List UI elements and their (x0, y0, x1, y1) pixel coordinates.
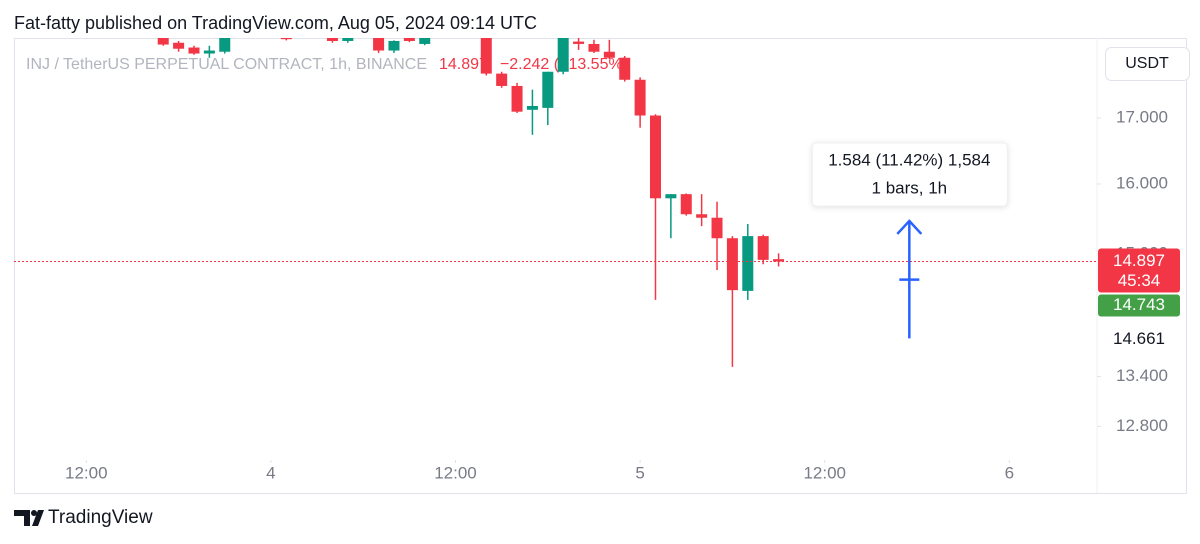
x-tick-label: 12:00 (65, 463, 108, 482)
measure-arrowhead (896, 219, 923, 235)
y-tick-label: 17.000 (1116, 108, 1168, 127)
x-tick-label: 4 (266, 463, 275, 482)
candle-body (173, 42, 185, 49)
y-tick-label: 12.800 (1116, 416, 1168, 435)
price-tag-label: 14.743 (1113, 295, 1165, 314)
candle-body (203, 50, 215, 54)
countdown: 45:34 (1118, 271, 1161, 290)
candle-body (726, 238, 738, 291)
candle-body (603, 51, 615, 58)
last-price-legend: 14.897 (439, 56, 488, 73)
candle-body (573, 41, 585, 44)
candle-body (342, 38, 354, 41)
candle-body (649, 115, 661, 199)
candle-body (757, 236, 769, 260)
y-tick-label: 13.400 (1116, 366, 1168, 385)
candle-body (634, 79, 646, 116)
candle-body (219, 38, 231, 52)
last-price-label: 14.897 (1113, 251, 1165, 270)
candle-body (680, 194, 692, 215)
candle-body (326, 38, 338, 41)
measure-sublabel: 1 bars, 1h (872, 178, 948, 197)
candle-body (373, 38, 385, 51)
x-tick-label: 6 (1005, 463, 1014, 482)
candle-body (619, 57, 631, 80)
price-tag (1098, 294, 1180, 317)
candle-body (557, 38, 569, 72)
candle-body (403, 38, 415, 41)
brand: TradingView (48, 507, 153, 528)
x-tick-label: 12:00 (803, 463, 846, 482)
currency-button[interactable] (1105, 47, 1190, 81)
candle-body (157, 38, 169, 45)
y-tick-label: 16.000 (1116, 173, 1168, 192)
symbol: INJ / TetherUS PERPETUAL CONTRACT, 1h, B… (26, 56, 427, 73)
last-price-tag (1098, 248, 1180, 293)
candle-body (496, 73, 508, 86)
candle-body (511, 85, 523, 112)
logo-slash (32, 510, 44, 526)
measure-label: 1.584 (11.42%) 1,584 (828, 150, 990, 169)
chart-frame (14, 38, 1187, 494)
plot-area (157, 38, 785, 367)
candle-body (388, 40, 400, 51)
candle-body (665, 194, 677, 199)
candle-body (188, 47, 200, 54)
logo-dot (31, 510, 37, 516)
candle-body (480, 38, 492, 74)
candle-body (711, 217, 723, 239)
publish-header: Fat-fatty published on TradingView.com, … (14, 13, 537, 33)
candle-body (542, 71, 554, 108)
measure-box (811, 142, 1008, 207)
tradingview-logo (14, 510, 44, 526)
price-tag-label: 14.661 (1113, 329, 1165, 348)
candle-body (588, 43, 600, 52)
logo-mark (14, 510, 30, 526)
candle-body (419, 38, 431, 44)
x-tick-label: 12:00 (434, 463, 477, 482)
candle-body (696, 214, 708, 218)
symbol-legend: INJ / TetherUS PERPETUAL CONTRACT, 1h, B… (26, 56, 628, 73)
candle-body (280, 38, 292, 40)
currency[interactable]: USDT (1125, 55, 1169, 72)
candle-body (526, 105, 538, 110)
x-tick-label: 5 (635, 463, 644, 482)
overlay: 17.00016.00015.00013.40012.80012:00412:0… (14, 108, 1180, 482)
candle-body (742, 236, 754, 291)
candle-body (773, 259, 785, 262)
